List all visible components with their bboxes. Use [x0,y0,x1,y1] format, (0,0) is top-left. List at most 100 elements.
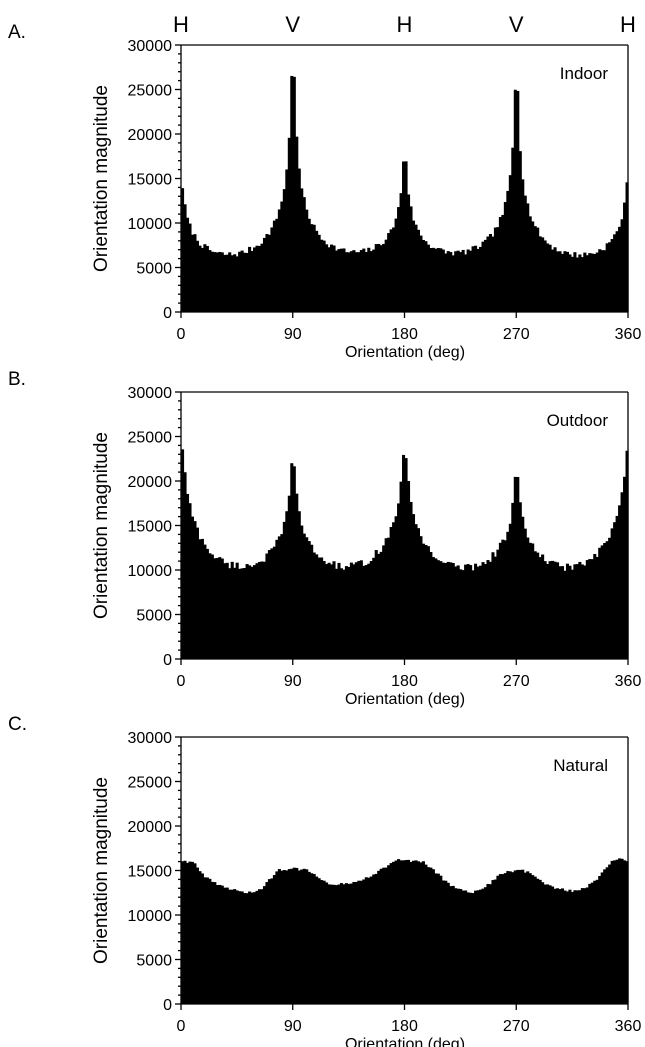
data-bar [459,889,463,1004]
data-bar [565,563,569,659]
data-bar [203,244,207,312]
data-bar [441,880,445,1004]
data-bar [459,569,463,659]
data-bar [501,539,505,659]
data-bar [481,888,485,1004]
data-bar [593,880,597,1004]
data-bar [404,860,408,1004]
data-bar [344,252,348,312]
data-bar [464,890,468,1004]
data-bar [568,889,572,1004]
data-bar [208,250,212,312]
y-tick-label: 15000 [128,172,173,189]
data-bar [255,245,259,312]
data-bar [205,245,209,312]
data-bar [397,207,401,312]
data-bar [603,542,607,659]
data-bar [354,562,358,659]
data-bar [302,197,306,312]
x-tick-label: 270 [503,326,530,343]
data-bar [620,858,624,1004]
data-bar [384,239,388,312]
data-bar [419,536,423,659]
data-bar [506,531,510,659]
data-bar [533,226,537,312]
chart-title: Natural [553,756,608,775]
data-bar [330,244,334,312]
data-bar [625,450,629,659]
data-bar [459,252,463,312]
data-bar [578,561,582,659]
data-bar [416,528,420,659]
data-bar [521,516,525,659]
data-bar [248,891,252,1004]
data-bar [573,564,577,659]
data-bar [605,867,609,1004]
data-bar [220,252,224,312]
data-bar [233,254,237,312]
data-bar [488,884,493,1004]
data-bar [369,876,373,1004]
y-axis-label: Orientation magnitude [91,432,112,619]
data-bar [210,554,214,659]
data-bar [483,239,488,312]
data-bar [488,233,493,312]
data-bar [471,893,475,1004]
data-bar [280,534,284,659]
data-bar [575,890,579,1004]
data-bar [322,880,326,1004]
data-bar [330,564,334,659]
data-bar [248,565,252,659]
data-bar [513,870,517,1004]
x-tick-label: 0 [177,673,186,690]
data-bar [456,888,460,1004]
chart-panel-natural: C. Natural 0 5000 10000 15000 20000 25000 30000 0… [8,714,641,1047]
data-bar [531,543,535,659]
data-bar [409,206,413,312]
data-bar [394,516,398,659]
data-bar [228,568,232,659]
data-bar [230,561,234,659]
data-bar [416,861,420,1004]
data-bar [600,545,604,659]
data-bar [551,886,555,1004]
data-bar [585,255,589,312]
data-bar [578,254,582,312]
data-bar [235,562,239,659]
data-bar [339,568,344,659]
data-bar [382,545,386,659]
data-bar [213,252,217,312]
data-bar [498,874,502,1004]
data-bar [411,860,416,1004]
data-bar [282,521,286,659]
data-bar [553,888,557,1004]
data-bar [429,248,433,312]
data-bar [503,873,507,1004]
data-bar [436,560,440,659]
data-bar [262,561,267,659]
data-bar [491,236,495,312]
data-bar [474,245,478,312]
data-bar [223,887,227,1004]
data-bar [337,562,341,659]
data-bar [337,884,341,1004]
data-bar [516,90,520,312]
data-bar [449,886,453,1004]
data-bar [563,251,567,312]
data-bar [518,502,522,659]
data-bar [260,561,264,659]
data-bar [238,251,242,312]
data-bar [595,556,599,659]
data-bar [568,565,572,659]
data-bar [322,561,326,659]
data-bar [275,871,279,1004]
data-bar [560,253,565,312]
bar-series [181,449,629,659]
data-bar [608,242,612,312]
data-bar [481,241,485,312]
data-bar [449,252,453,312]
panel-letter: A. [8,22,26,43]
data-bar [359,560,363,659]
data-bar [603,869,607,1004]
data-bar [511,872,515,1004]
